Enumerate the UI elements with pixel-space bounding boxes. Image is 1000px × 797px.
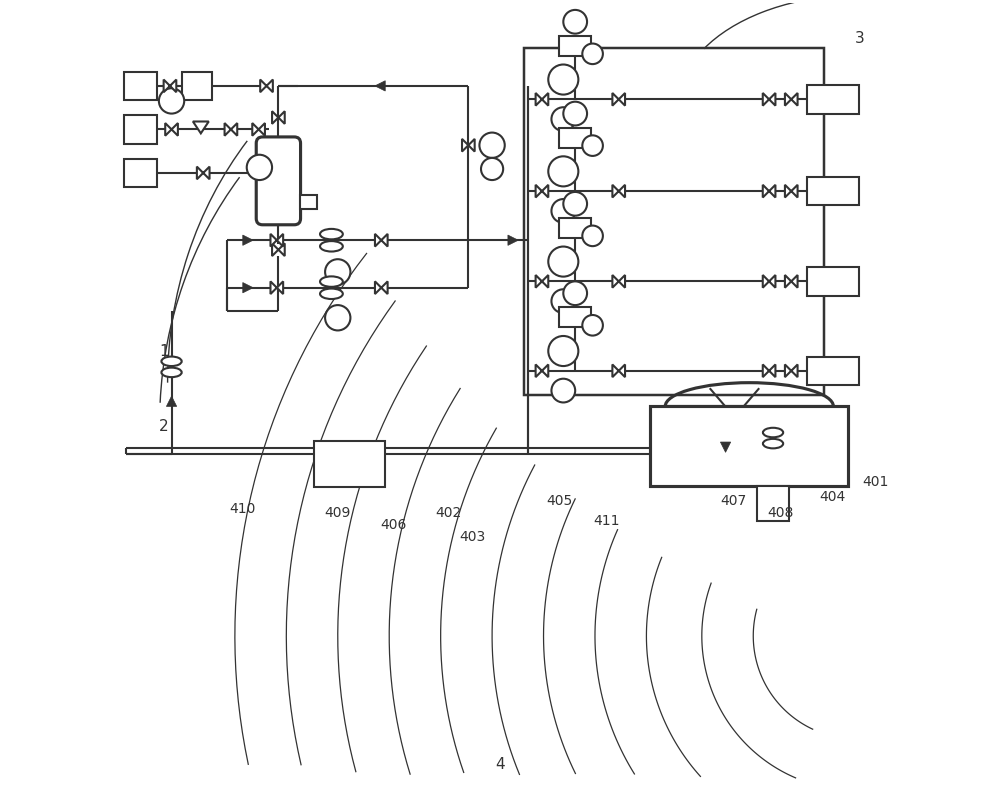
Polygon shape <box>260 80 273 92</box>
Polygon shape <box>197 167 210 179</box>
Text: 2: 2 <box>159 418 168 434</box>
Ellipse shape <box>320 229 343 239</box>
Polygon shape <box>612 364 625 377</box>
Polygon shape <box>375 281 388 294</box>
Ellipse shape <box>763 428 783 438</box>
Text: 405: 405 <box>546 494 572 508</box>
Bar <box>807 177 859 206</box>
Ellipse shape <box>320 289 343 299</box>
Circle shape <box>548 246 578 277</box>
Bar <box>559 308 591 328</box>
Polygon shape <box>252 123 265 135</box>
Polygon shape <box>375 80 385 91</box>
Bar <box>300 195 317 210</box>
Ellipse shape <box>320 277 343 287</box>
Polygon shape <box>612 185 625 198</box>
Circle shape <box>551 108 575 131</box>
Ellipse shape <box>161 367 182 377</box>
Polygon shape <box>508 235 518 245</box>
Circle shape <box>563 192 587 216</box>
Ellipse shape <box>763 439 783 449</box>
Polygon shape <box>270 234 283 246</box>
Polygon shape <box>164 80 176 92</box>
Bar <box>807 356 859 385</box>
Circle shape <box>479 132 505 158</box>
Polygon shape <box>243 235 253 245</box>
Polygon shape <box>785 364 798 377</box>
Text: 409: 409 <box>325 506 351 520</box>
Polygon shape <box>763 185 775 198</box>
Polygon shape <box>462 139 475 151</box>
Circle shape <box>563 10 587 33</box>
Polygon shape <box>785 93 798 106</box>
Text: 401: 401 <box>863 474 889 489</box>
Polygon shape <box>720 442 731 453</box>
Bar <box>124 72 157 100</box>
Polygon shape <box>536 364 548 377</box>
Bar <box>559 218 591 238</box>
Circle shape <box>548 65 578 95</box>
Circle shape <box>548 336 578 366</box>
Circle shape <box>481 158 503 180</box>
Text: 403: 403 <box>459 530 485 544</box>
Polygon shape <box>763 93 775 106</box>
Circle shape <box>563 102 587 125</box>
Circle shape <box>325 259 350 285</box>
Bar <box>807 85 859 114</box>
Polygon shape <box>166 396 177 406</box>
Text: 1: 1 <box>159 344 168 359</box>
Bar <box>757 485 789 521</box>
Text: 402: 402 <box>435 506 462 520</box>
Ellipse shape <box>161 356 182 366</box>
Circle shape <box>551 199 575 223</box>
Bar <box>182 72 212 100</box>
Polygon shape <box>785 185 798 198</box>
Bar <box>124 115 157 143</box>
Polygon shape <box>536 275 548 288</box>
Text: 4: 4 <box>495 756 505 771</box>
Polygon shape <box>225 123 237 135</box>
Bar <box>124 159 157 187</box>
Polygon shape <box>272 112 285 124</box>
Bar <box>524 48 824 395</box>
Bar <box>650 406 848 485</box>
Circle shape <box>548 156 578 186</box>
Bar <box>559 128 591 147</box>
Text: 404: 404 <box>819 490 846 505</box>
Polygon shape <box>243 283 253 292</box>
Bar <box>559 36 591 56</box>
Polygon shape <box>165 123 178 135</box>
Circle shape <box>159 88 184 114</box>
Circle shape <box>563 281 587 305</box>
Bar <box>314 442 385 487</box>
Polygon shape <box>612 93 625 106</box>
Circle shape <box>551 379 575 402</box>
Polygon shape <box>536 93 548 106</box>
Text: 411: 411 <box>594 514 620 528</box>
Polygon shape <box>763 364 775 377</box>
Text: 410: 410 <box>230 502 256 516</box>
Circle shape <box>582 44 603 64</box>
Circle shape <box>582 135 603 156</box>
Polygon shape <box>193 121 209 133</box>
Circle shape <box>551 289 575 313</box>
Polygon shape <box>785 275 798 288</box>
Circle shape <box>325 305 350 331</box>
FancyBboxPatch shape <box>256 137 301 225</box>
Circle shape <box>247 155 272 180</box>
Polygon shape <box>536 185 548 198</box>
Text: 407: 407 <box>720 494 747 508</box>
Bar <box>807 267 859 296</box>
Circle shape <box>582 315 603 336</box>
Circle shape <box>582 226 603 246</box>
Text: 406: 406 <box>380 518 406 532</box>
Polygon shape <box>272 243 285 256</box>
Polygon shape <box>375 234 388 246</box>
Polygon shape <box>270 281 283 294</box>
Text: 408: 408 <box>768 506 794 520</box>
Ellipse shape <box>320 241 343 252</box>
Polygon shape <box>612 275 625 288</box>
Polygon shape <box>763 275 775 288</box>
Text: 3: 3 <box>855 31 865 46</box>
